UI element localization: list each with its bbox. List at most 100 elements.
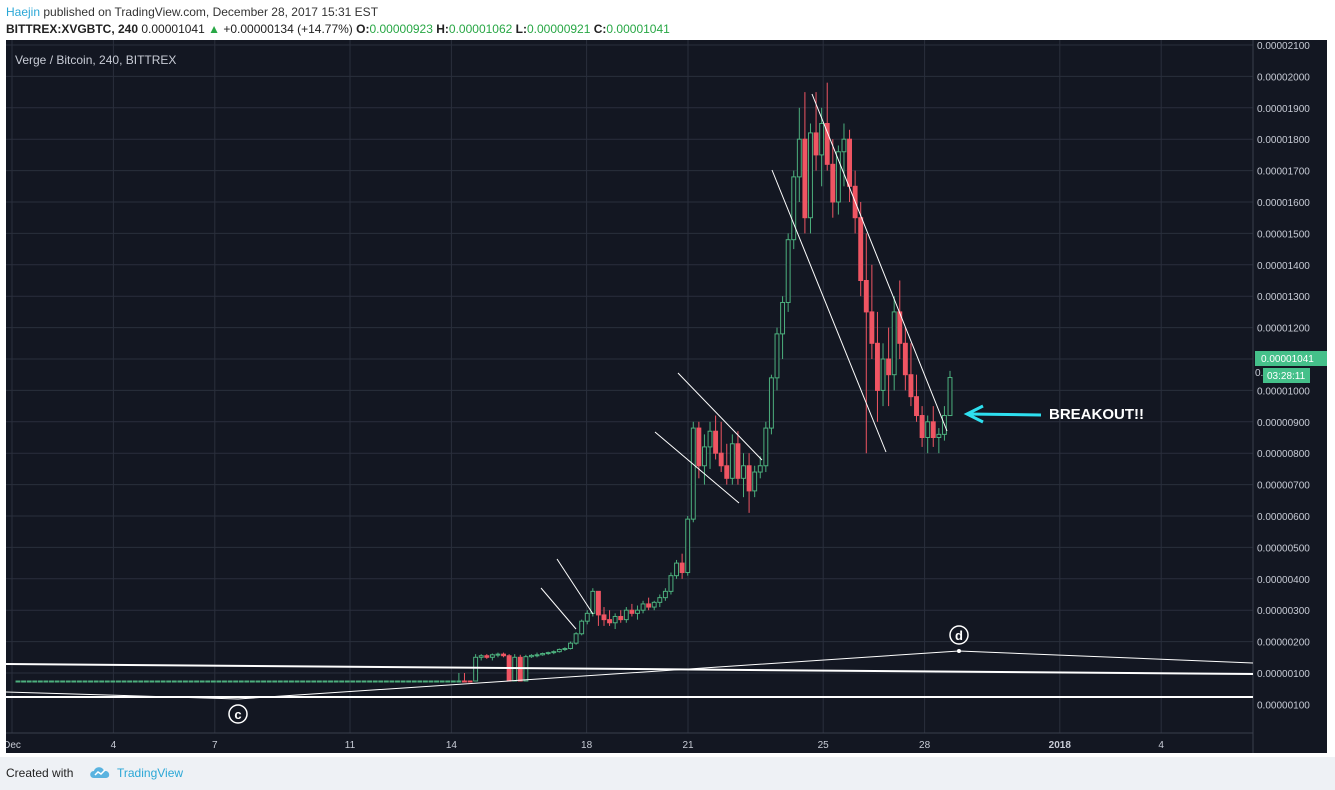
candle-body: [746, 465, 752, 492]
x-tick-label: Dec: [6, 740, 21, 751]
channel-line-lower[interactable]: [771, 169, 887, 453]
price-chart[interactable]: 0.00002100 0.00002000 0.00001900 0.00001800…: [3, 40, 1327, 753]
candle-body: [311, 680, 317, 683]
x-tick-label: 4: [111, 740, 117, 751]
candle-body: [607, 619, 613, 624]
candle-body: [902, 342, 908, 376]
candle-body: [422, 680, 428, 683]
candle-body: [696, 427, 702, 467]
x-tick-label: 21: [682, 740, 694, 751]
candle-body: [713, 430, 719, 454]
open-value: 0.00000923: [369, 22, 433, 36]
candle-body: [785, 239, 791, 303]
candle-body: [757, 465, 763, 473]
candle-body: [389, 680, 395, 683]
candle-body: [82, 680, 88, 683]
candle-body: [350, 680, 356, 683]
candle-body: [104, 680, 110, 683]
breakout-arrow-shaft[interactable]: [967, 412, 1042, 417]
created-with-text: Created with: [6, 766, 74, 780]
candle-body: [568, 642, 573, 650]
wave-label-d-marker[interactable]: [949, 625, 969, 645]
candle-body: [863, 280, 869, 313]
candle-body: [300, 680, 306, 683]
candle-body: [110, 680, 116, 683]
y-tick-label: 0.00001900: [1257, 104, 1310, 115]
breakout-arrow-head-icon: [963, 404, 984, 424]
wave-label-c-marker[interactable]: [228, 704, 248, 724]
up-triangle-icon: ▲: [208, 22, 221, 36]
candle-body: [149, 680, 155, 683]
candle-body: [322, 680, 328, 683]
candle-body: [37, 680, 43, 683]
candle-body: [886, 358, 892, 376]
candle-body: [662, 590, 668, 599]
chart-background: [6, 40, 1327, 753]
author-link[interactable]: Haejin: [6, 5, 41, 19]
tradingview-link[interactable]: TradingView: [117, 766, 184, 780]
candle-body: [701, 446, 707, 467]
candle-body: [473, 656, 479, 682]
candle-body: [858, 217, 864, 281]
low-label: L:: [515, 22, 527, 36]
candle-body: [718, 452, 724, 467]
x-tick-label: 2018: [1049, 740, 1072, 751]
wave-anchor-d: [957, 649, 961, 653]
channel-line-upper[interactable]: [811, 93, 948, 432]
candle-body: [623, 609, 629, 621]
candle-body: [155, 680, 160, 683]
y-tick-label: 0.00000500: [1257, 543, 1310, 554]
wave-path-line[interactable]: [5, 650, 1254, 700]
candle-body: [517, 656, 523, 682]
candle-body: [411, 680, 417, 683]
candlestick-series: [15, 82, 953, 683]
publish-line: Haejin published on TradingView.com, Dec…: [6, 5, 378, 19]
candle-body: [21, 680, 27, 683]
wedge-line-a2[interactable]: [556, 558, 594, 615]
y-tick-label: 0.00002100: [1257, 41, 1310, 52]
x-tick-label: 28: [919, 740, 931, 751]
candle-body: [199, 680, 205, 683]
candle-body: [160, 680, 166, 683]
flag-line-lower[interactable]: [654, 431, 740, 504]
wedge-line-a1[interactable]: [540, 587, 577, 630]
chart-header: Haejin published on TradingView.com, Dec…: [0, 0, 1335, 40]
y-tick-label: 0.00001400: [1257, 261, 1310, 272]
time-axis: Dec 4 7 11 14 18 21 25 28 2018 4: [3, 732, 1253, 751]
y-tick-label: 0.00001500: [1257, 229, 1310, 240]
candle-body: [685, 518, 691, 574]
candle-body: [171, 680, 177, 683]
candle-body: [584, 612, 590, 622]
candle-body: [143, 680, 149, 683]
candle-body: [65, 680, 71, 683]
candle-body: [674, 562, 679, 577]
candle-body: [121, 680, 127, 683]
candle-body: [640, 603, 646, 611]
y-tick-label: 0.00001800: [1257, 135, 1310, 146]
candle-body: [556, 648, 562, 653]
candle-body: [88, 680, 94, 683]
candle-body: [383, 680, 389, 683]
candle-body: [780, 301, 786, 335]
candle-body: [372, 680, 378, 683]
candle-body: [651, 601, 657, 608]
candle-body: [32, 680, 38, 683]
candle-body: [813, 132, 819, 156]
price-axis-area[interactable]: [1253, 40, 1327, 753]
candle-body: [116, 680, 121, 683]
candle-body: [328, 680, 333, 683]
candle-body: [612, 615, 618, 624]
candle-body: [551, 651, 557, 654]
candle-body: [210, 680, 216, 683]
flag-line-upper[interactable]: [677, 372, 763, 461]
candle-body: [824, 123, 830, 165]
price-label: 0.00001041: [1255, 351, 1327, 366]
candle-body: [629, 609, 635, 614]
candle-body: [528, 654, 534, 658]
candle-body: [127, 680, 133, 683]
low-value: 0.00000921: [527, 22, 591, 36]
support-line-upper[interactable]: [5, 663, 1254, 675]
candle-body: [99, 680, 105, 683]
last-price: 0.00001041: [141, 22, 205, 36]
y-tick-label: 0.00001000: [1257, 386, 1310, 397]
